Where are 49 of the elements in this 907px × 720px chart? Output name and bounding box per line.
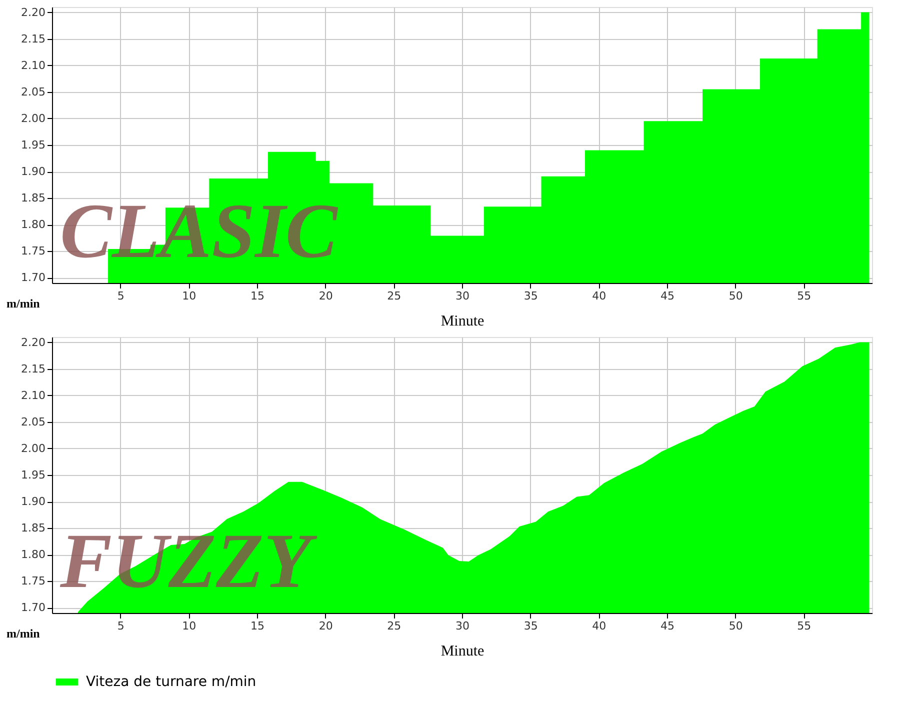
y-tick-label: 2.15: [21, 362, 46, 376]
x-tick-label: 55: [797, 290, 812, 302]
y-tick-label: 2.20: [21, 336, 46, 349]
x-tick-label: 30: [456, 620, 470, 632]
y-tick-label: 1.95: [21, 468, 46, 482]
x-tick-label: 55: [797, 620, 812, 632]
y-tick-label: 2.00: [21, 112, 46, 125]
x-tick-label: 15: [250, 290, 264, 302]
x-tick-label: 45: [660, 290, 674, 302]
y-tick-label: 2.10: [21, 388, 46, 402]
x-tick-label: 5: [117, 290, 124, 302]
y-tick-label: 1.80: [21, 548, 46, 562]
y-tick-label: 2.10: [21, 58, 46, 72]
x-tick-label: 40: [592, 290, 606, 302]
y-tick-label: 2.00: [21, 442, 46, 455]
x-tick-label: 50: [728, 290, 743, 302]
x-tick-label: 30: [456, 290, 470, 302]
x-tick-label: 5: [117, 620, 124, 632]
y-tick-label: 1.90: [21, 165, 46, 178]
y-axis-title: m/min: [6, 626, 40, 640]
y-axis-title: m/min: [6, 296, 40, 310]
x-tick-label: 25: [387, 290, 402, 302]
y-tick-label: 1.75: [21, 244, 46, 258]
y-tick-label: 1.75: [21, 574, 46, 588]
y-tick-label: 2.20: [21, 6, 46, 19]
y-tick-label: 1.85: [21, 522, 46, 535]
x-axis-title: Minute: [440, 314, 484, 330]
x-tick-label: 35: [524, 620, 538, 632]
x-tick-label: 50: [728, 620, 743, 632]
x-axis-title: Minute: [440, 644, 484, 660]
y-tick-label: 1.70: [21, 601, 46, 614]
y-tick-label: 1.95: [21, 138, 46, 152]
y-tick-label: 1.85: [21, 192, 46, 205]
y-tick-label: 1.70: [21, 271, 46, 284]
x-tick-label: 45: [660, 620, 674, 632]
x-tick-label: 20: [318, 290, 333, 302]
x-tick-label: 40: [592, 620, 606, 632]
y-tick-label: 2.15: [21, 32, 46, 46]
x-tick-label: 20: [318, 620, 333, 632]
x-tick-label: 35: [524, 290, 538, 302]
y-tick-label: 2.05: [21, 415, 46, 428]
x-tick-label: 25: [387, 620, 402, 632]
x-tick-label: 10: [182, 620, 196, 632]
y-tick-label: 2.05: [21, 85, 46, 98]
x-tick-label: 15: [250, 620, 264, 632]
y-tick-label: 1.90: [21, 495, 46, 508]
y-tick-label: 1.80: [21, 218, 46, 232]
legend-label: Viteza de turnare m/min: [86, 674, 256, 690]
x-tick-label: 10: [182, 290, 196, 302]
